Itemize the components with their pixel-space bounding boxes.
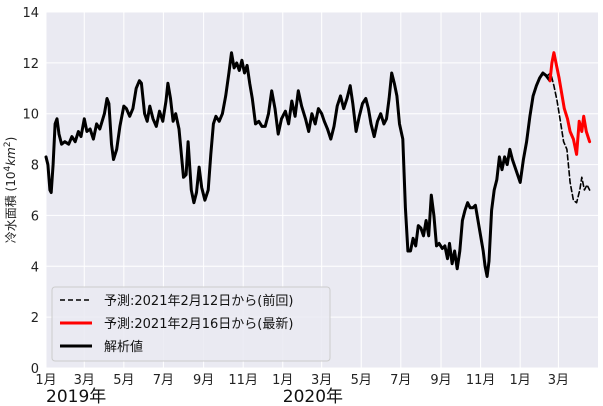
x-tick-label: 11月 <box>466 373 496 388</box>
legend-label: 解析値 <box>104 339 143 355</box>
x-tick-label: 1月 <box>510 373 531 388</box>
series-line <box>548 51 592 156</box>
series-lines <box>44 51 592 278</box>
year-label: 2019年 <box>46 387 106 406</box>
x-tick-label: 9月 <box>193 373 214 388</box>
y-tick-label: 8 <box>31 159 39 174</box>
year-label: 2020年 <box>283 387 343 406</box>
x-tick-label: 3月 <box>548 373 569 388</box>
series-line <box>546 72 591 204</box>
legend-frame <box>51 286 331 362</box>
x-tick-label: 11月 <box>228 373 258 388</box>
year-labels: 2019年 2020年 <box>46 387 343 406</box>
x-tick-label: 5月 <box>351 373 372 388</box>
y-tick-label: 4 <box>31 260 39 275</box>
y-tick-labels: 0 2 4 6 8 10 12 14 <box>22 6 39 377</box>
x-tick-label: 3月 <box>311 373 332 388</box>
legend: 予測:2021年2月12日から(前回) 予測:2021年2月16日から(最新) 解析… <box>51 286 331 362</box>
x-tick-labels: 1月 3月 5月 7月 9月 11月 1月 3月 5月 7月 9月 11月 1月 3月 <box>35 373 569 388</box>
x-tick-label: 7月 <box>390 373 411 388</box>
x-tick-label: 9月 <box>430 373 451 388</box>
x-tick-label: 3月 <box>74 373 95 388</box>
y-tick-label: 0 <box>31 362 39 377</box>
x-tick-label: 7月 <box>153 373 174 388</box>
y-tick-label: 10 <box>22 108 39 123</box>
y-tick-label: 2 <box>31 311 39 326</box>
y-tick-label: 6 <box>31 209 39 224</box>
y-tick-label: 12 <box>22 57 39 72</box>
legend-label: 予測:2021年2月12日から(前回) <box>104 293 293 309</box>
x-tick-label: 1月 <box>272 373 293 388</box>
y-axis-label: 冷水面積 (104km2) <box>3 137 18 244</box>
y-tick-label: 14 <box>22 6 39 21</box>
x-tick-label: 5月 <box>113 373 134 388</box>
series-line <box>44 51 552 278</box>
legend-label: 予測:2021年2月16日から(最新) <box>104 316 293 332</box>
x-tick-label: 1月 <box>35 373 56 388</box>
